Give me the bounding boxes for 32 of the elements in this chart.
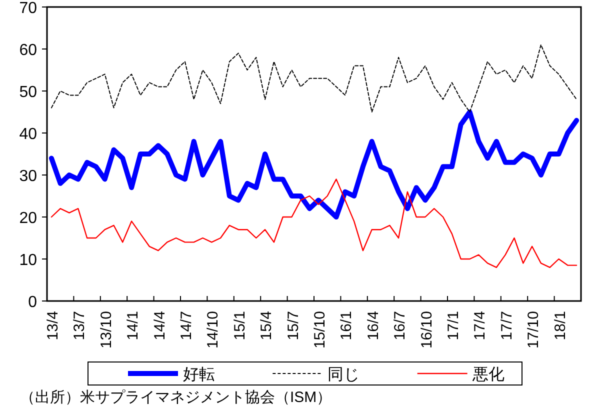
x-tick-label: 15/4: [258, 311, 276, 340]
y-tick-label: 20: [19, 210, 38, 227]
text: （出所）米サプライマネジメント協会（ISM）: [20, 389, 332, 406]
legend-label: 悪化: [471, 366, 504, 384]
x-tick-label: 17/1: [444, 311, 462, 340]
x-tick-label: 14/7: [178, 311, 195, 340]
legend-label: 好転: [183, 366, 215, 384]
x-tick-label: 16/7: [392, 311, 409, 340]
y-tick-label: 40: [19, 126, 38, 143]
y-tick-label: 70: [19, 0, 38, 17]
x-tick-label: 17/4: [472, 311, 489, 340]
x-tick-label: 17/7: [498, 311, 516, 340]
x-tick-label: 14/10: [204, 311, 222, 349]
y-tick-label: 60: [19, 42, 38, 59]
legend-label: 同じ: [328, 366, 360, 384]
x-tick-label: 15/1: [231, 311, 248, 340]
x-tick-label: 14/4: [151, 311, 168, 340]
x-tick-label: 16/1: [338, 311, 356, 340]
x-tick-label: 15/7: [284, 311, 302, 340]
x-tick-label: 13/10: [98, 311, 115, 349]
x-tick-label: 13/4: [44, 311, 62, 340]
x-tick-label: 16/4: [364, 311, 382, 340]
y-tick-label: 0: [28, 294, 38, 311]
x-tick-label: 13/7: [71, 311, 88, 340]
y-tick-label: 50: [19, 84, 38, 101]
y-tick-label: 30: [19, 168, 38, 185]
x-tick-label: 15/10: [311, 311, 328, 349]
x-tick-label: 14/1: [124, 311, 142, 340]
x-tick-label: 17/10: [525, 311, 542, 349]
y-tick-label: 10: [19, 252, 38, 269]
x-tick-label: 18/1: [552, 311, 569, 340]
x-tick-label: 16/10: [418, 311, 436, 349]
